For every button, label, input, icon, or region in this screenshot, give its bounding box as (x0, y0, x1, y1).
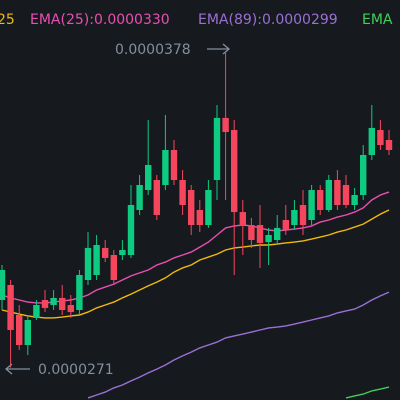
candle-body (239, 212, 246, 225)
candle-body (136, 185, 143, 210)
candle-body (84, 247, 92, 280)
candle-body (317, 190, 324, 210)
ema-line (1, 191, 390, 304)
candle-body (59, 297, 66, 310)
legend: 25 EMA(25):0.0000330 EMA(89):0.0000299 EMA (0, 12, 393, 28)
legend-entry: EMA (362, 12, 393, 28)
legend-entry: EMA(25):0.0000330 (30, 12, 170, 28)
candle-body (308, 190, 315, 220)
candle-body (325, 180, 332, 210)
ema-lines (1, 191, 390, 399)
candle-body (110, 255, 117, 280)
candle-body (360, 155, 367, 195)
candle-body (119, 250, 126, 255)
candle-body (274, 227, 281, 240)
candle-body (170, 150, 178, 180)
candle-body (196, 210, 203, 225)
candles (0, 52, 393, 368)
candle-body (153, 180, 160, 215)
candle-body (351, 195, 358, 205)
candle-body (265, 235, 272, 243)
candle-body (7, 285, 14, 330)
candle-body (162, 150, 169, 185)
candle-body (368, 127, 375, 155)
candle-body (41, 300, 49, 308)
candle-body (145, 165, 152, 190)
candle-body (127, 205, 135, 255)
candle-body (334, 180, 341, 205)
candle-body (50, 297, 57, 305)
candle-body (222, 117, 229, 133)
ema-line (345, 386, 390, 399)
candle-body (256, 225, 264, 243)
candle-body (342, 185, 350, 205)
candle-body (76, 275, 83, 310)
candle-body (282, 220, 289, 230)
candle-body (16, 315, 23, 345)
candle-body (188, 190, 195, 225)
candle-body (205, 190, 212, 225)
candle-body (213, 117, 221, 180)
candle-body (385, 140, 393, 150)
candle-body (102, 247, 109, 258)
candle-body (291, 210, 298, 225)
legend-entry: 25 (0, 12, 15, 28)
candle-body (33, 305, 40, 318)
legend-entry: EMA(89):0.0000299 (198, 12, 338, 28)
candle-body (24, 320, 31, 345)
candle-body (67, 305, 74, 313)
candle-body (377, 130, 384, 145)
ema-line (1, 209, 390, 319)
ema-line (87, 291, 390, 399)
candle-body (248, 225, 255, 240)
candle-body (231, 130, 238, 213)
high-arrow (207, 43, 231, 55)
candle-body (93, 245, 100, 275)
candle-body (299, 205, 307, 225)
high-label: 0.0000378 (115, 42, 191, 58)
candle-body (179, 180, 186, 205)
candle-body (0, 270, 6, 300)
low-label: 0.0000271 (38, 362, 114, 378)
low-arrow (4, 363, 30, 375)
